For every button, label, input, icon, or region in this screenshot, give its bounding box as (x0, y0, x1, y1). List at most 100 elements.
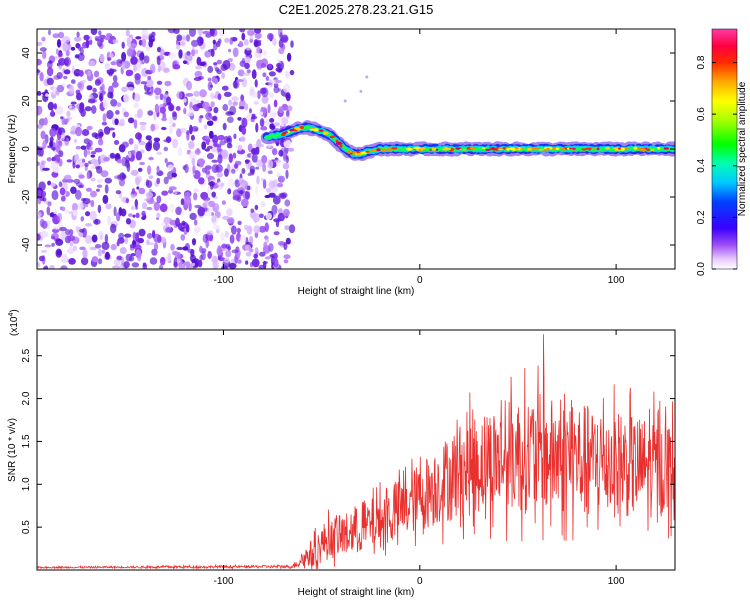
noise-speck (224, 135, 229, 144)
signal-hotspot (335, 139, 339, 142)
noise-speck (48, 60, 53, 64)
noise-speck (90, 190, 97, 198)
noise-speck (119, 247, 127, 254)
noise-speck (39, 218, 45, 228)
noise-speck (110, 223, 117, 234)
noise-speck (255, 122, 259, 133)
noise-speck (60, 231, 66, 240)
noise-speck (279, 193, 287, 200)
noise-speck (190, 39, 199, 47)
noise-speck (212, 224, 221, 230)
noise-speck (278, 47, 285, 55)
noise-speck (123, 261, 130, 269)
noise-speck (149, 257, 158, 265)
noise-speck (163, 216, 171, 225)
noise-speck (156, 177, 161, 185)
noise-speck (193, 188, 199, 193)
noise-speck (37, 124, 43, 129)
noise-speck (189, 265, 194, 269)
noise-speck (156, 195, 162, 204)
noise-speck (37, 105, 43, 115)
noise-speck (224, 230, 229, 238)
noise-speck (185, 224, 190, 233)
noise-speck (85, 211, 91, 217)
noise-speck (199, 37, 204, 45)
noise-speck (262, 179, 267, 189)
noise-speck (249, 165, 256, 174)
noise-speck (93, 70, 100, 78)
noise-speck (138, 187, 146, 195)
noise-speck (231, 96, 239, 102)
noise-speck (37, 142, 41, 146)
noise-speck (159, 49, 165, 56)
noise-speck (133, 92, 141, 103)
noise-speck (193, 219, 198, 226)
noise-speck (232, 101, 238, 106)
noise-speck (58, 226, 67, 232)
noise-speck (117, 174, 121, 181)
signal-hotspot (581, 148, 587, 151)
noise-speck (156, 165, 160, 173)
noise-speck (147, 242, 155, 246)
noise-speck (227, 217, 235, 225)
noise-speck (154, 103, 160, 113)
noise-speck (51, 147, 56, 151)
noise-speck (60, 195, 66, 202)
noise-speck (256, 175, 260, 185)
noise-speck (140, 124, 146, 131)
noise-speck (85, 39, 90, 49)
noise-speck (197, 259, 203, 268)
noise-speck (261, 95, 269, 104)
noise-speck (161, 117, 168, 122)
noise-speck (210, 92, 215, 100)
noise-speck (234, 163, 239, 169)
noise-speck (176, 128, 182, 138)
noise-speck (191, 262, 196, 267)
noise-speck (225, 243, 231, 249)
noise-speck (113, 259, 121, 266)
noise-speck (256, 46, 262, 54)
snr-y-axis-label: SNR (10 * v/v) (7, 418, 18, 482)
noise-speck (58, 150, 64, 158)
noise-speck (58, 181, 63, 187)
noise-speck (224, 168, 229, 177)
noise-speck (64, 174, 72, 181)
noise-speck (238, 41, 243, 47)
noise-speck (125, 218, 132, 225)
noise-speck (167, 171, 174, 180)
noise-speck (134, 73, 141, 81)
noise-speck (135, 36, 142, 40)
noise-speck (102, 113, 107, 123)
noise-speck (199, 254, 203, 261)
noise-speck (129, 43, 137, 48)
noise-speck (255, 185, 259, 195)
noise-speck (90, 165, 96, 170)
noise-speck (269, 111, 277, 118)
noise-speck (213, 141, 218, 148)
noise-speck (245, 260, 249, 265)
noise-speck (68, 246, 73, 255)
signal-hotspot (329, 135, 335, 139)
noise-speck (169, 203, 175, 214)
noise-speck (192, 164, 196, 174)
noise-speck (251, 69, 257, 80)
noise-speck (222, 215, 230, 220)
y-tick-label: 0 (21, 146, 32, 152)
noise-speck (167, 29, 176, 34)
noise-speck (249, 248, 254, 253)
noise-speck (72, 245, 78, 252)
noise-speck (46, 157, 52, 162)
noise-speck (46, 206, 51, 216)
noise-speck (113, 206, 117, 217)
noise-speck (217, 154, 223, 164)
noise-speck (268, 243, 274, 252)
colorbar-tick-label: 0.2 (696, 210, 707, 224)
noise-speck (68, 258, 76, 265)
noise-speck (283, 242, 288, 251)
noise-speck (121, 60, 126, 71)
noise-speck (212, 203, 220, 213)
noise-speck (273, 99, 278, 108)
noise-speck (151, 248, 158, 256)
noise-speck (265, 187, 272, 193)
noise-speck (175, 206, 183, 216)
